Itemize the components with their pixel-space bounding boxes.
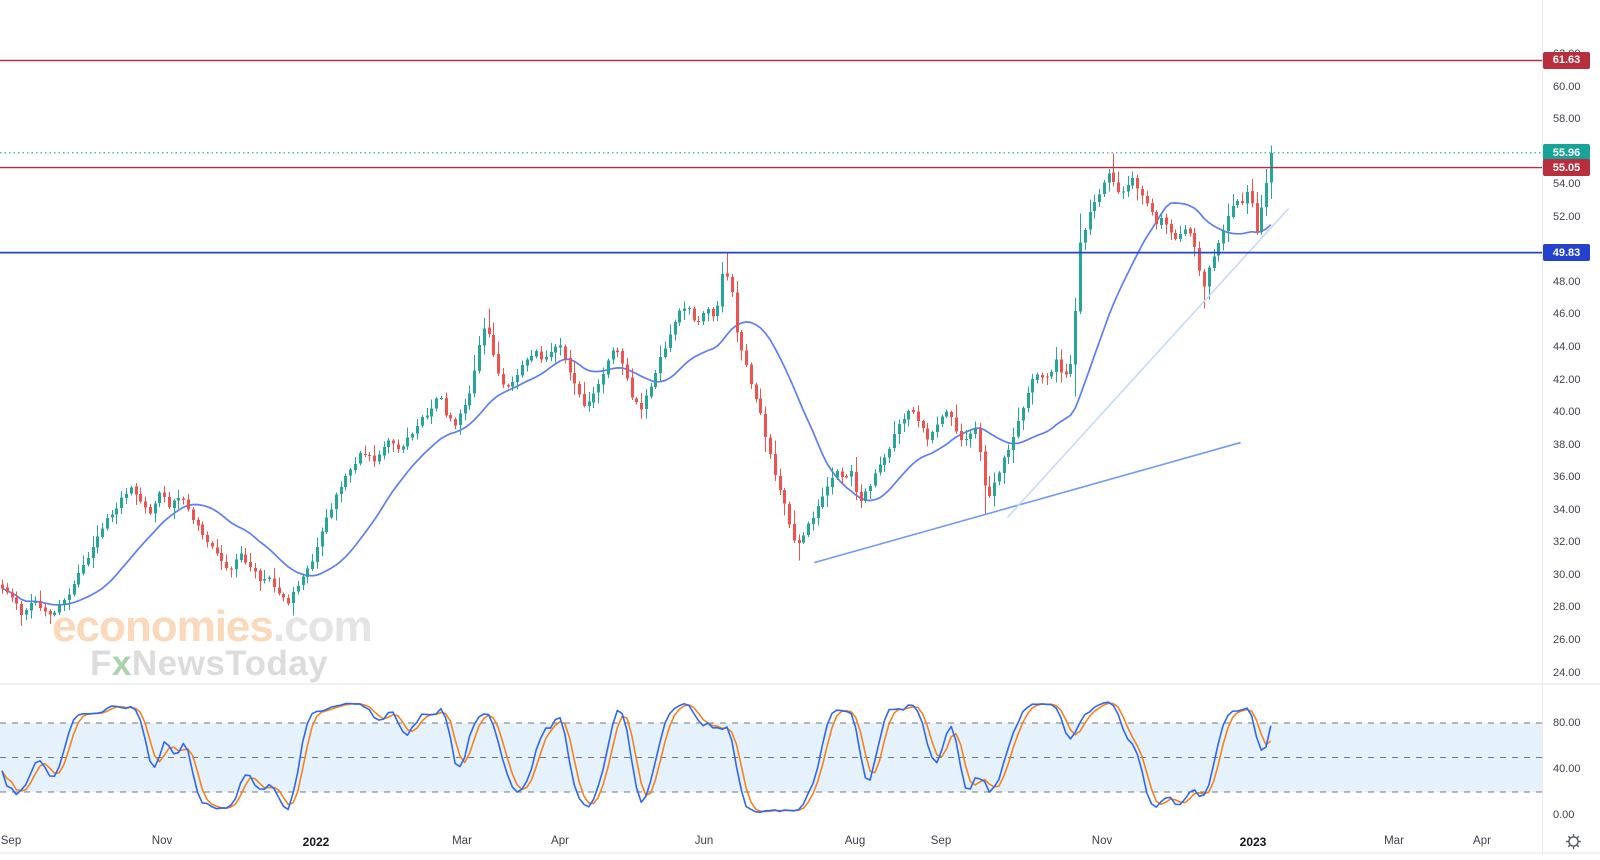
- lower-support-trendline[interactable]: [814, 441, 1241, 564]
- price-tick-label: 28.00: [1553, 601, 1581, 614]
- price-tick-label: 32.00: [1553, 536, 1581, 549]
- price-tick-label: 48.00: [1553, 275, 1581, 288]
- price-tick-label: 40.00: [1553, 406, 1581, 419]
- time-axis-label: Mar: [452, 835, 472, 847]
- time-axis-label: Sep: [930, 835, 952, 847]
- moving-average-line[interactable]: [1, 202, 1272, 606]
- time-axis-label: Jun: [694, 835, 714, 847]
- oscillator-tick-label: 40.00: [1553, 762, 1581, 775]
- price-tick-label: 26.00: [1553, 634, 1581, 647]
- oscillator-tick-label: 80.00: [1553, 716, 1581, 729]
- price-tick-label: 34.00: [1553, 503, 1581, 516]
- steep-accelerated-trendline[interactable]: [1007, 208, 1289, 518]
- oscillator-tick-label: 0.00: [1553, 808, 1575, 821]
- price-tick-label: 24.00: [1553, 666, 1581, 679]
- price-tick-label: 54.00: [1553, 178, 1581, 191]
- price-level-label: 55.05: [1543, 159, 1590, 177]
- time-axis-label: Sep: [0, 835, 22, 847]
- time-axis-label: Nov: [1091, 835, 1113, 847]
- price-tick-label: 38.00: [1553, 438, 1581, 451]
- price-tick-label: 46.00: [1553, 308, 1581, 321]
- price-level-label: 49.83: [1543, 244, 1590, 262]
- time-axis-label: Aug: [844, 835, 866, 847]
- price-tick-label: 30.00: [1553, 568, 1581, 581]
- price-tick-label: 44.00: [1553, 340, 1581, 353]
- price-tick-label: 60.00: [1553, 80, 1581, 93]
- price-tick-label: 42.00: [1553, 373, 1581, 386]
- time-axis-label: 2023: [1239, 835, 1267, 849]
- time-axis-label: Apr: [1473, 835, 1491, 847]
- current-price-label: 55.96: [1543, 144, 1590, 162]
- time-axis-label: 2022: [302, 835, 330, 849]
- stochastic-k-line[interactable]: [1, 701, 1272, 814]
- time-axis-label: Nov: [151, 835, 173, 847]
- price-tick-label: 58.00: [1553, 113, 1581, 126]
- candlestick-series[interactable]: [0, 145, 1274, 626]
- price-tick-label: 36.00: [1553, 471, 1581, 484]
- time-axis-label: Mar: [1384, 835, 1404, 847]
- price-level-label: 61.63: [1543, 51, 1590, 69]
- stochastic-d-line[interactable]: [1, 702, 1272, 813]
- time-axis-label: Apr: [551, 835, 569, 847]
- settings-gear-icon[interactable]: [1563, 831, 1584, 852]
- price-tick-label: 52.00: [1553, 210, 1581, 223]
